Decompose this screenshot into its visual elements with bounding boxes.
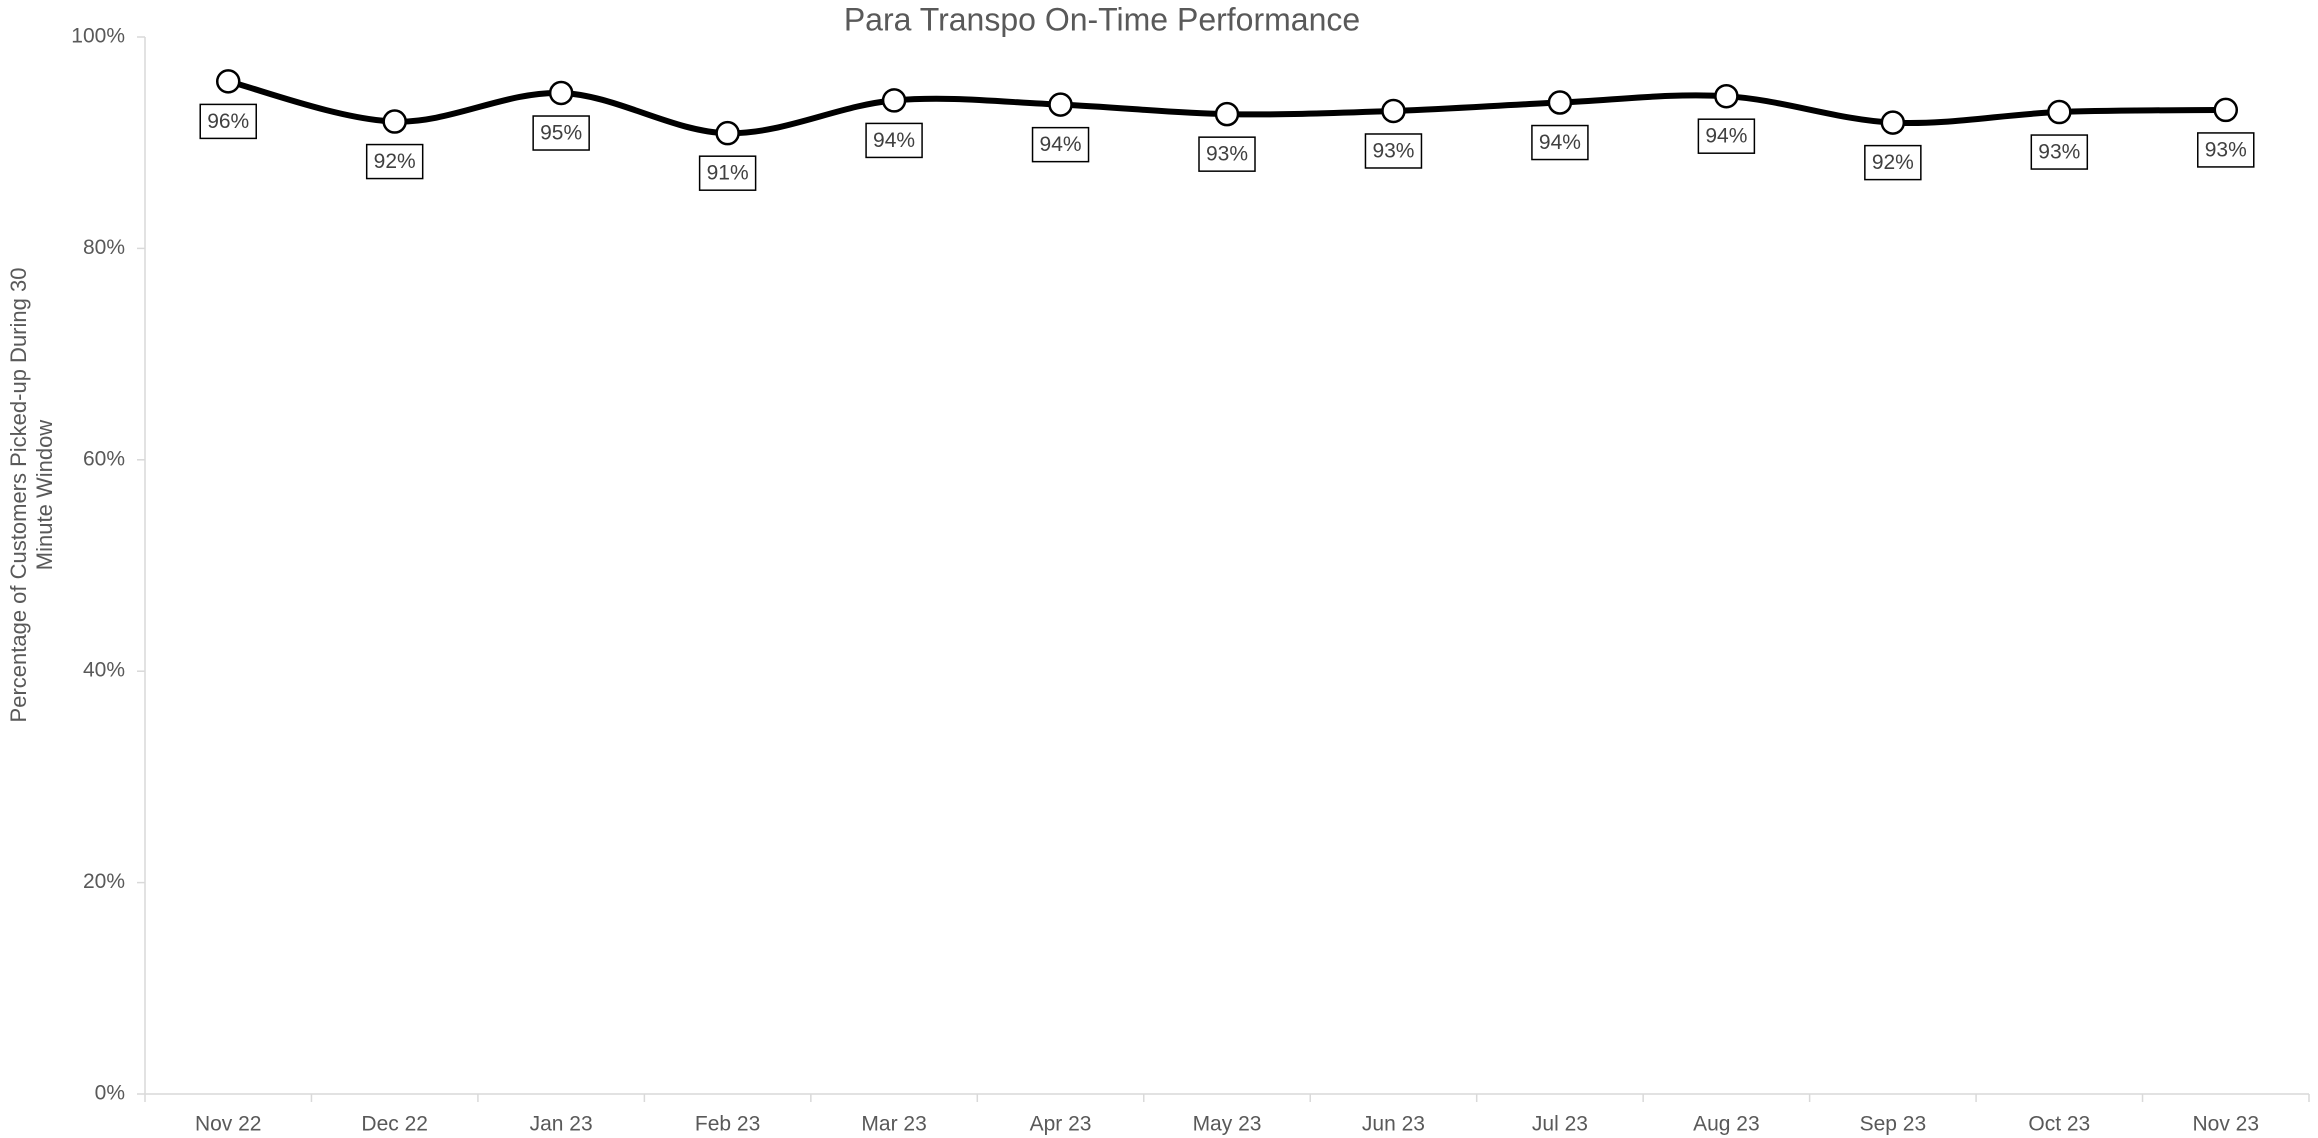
y-tick-label: 60%: [83, 447, 125, 470]
marker: [881, 88, 907, 113]
marker: [548, 80, 574, 106]
data-label-box: [1364, 133, 1423, 169]
x-tick-label: Jul 23: [1532, 1113, 1588, 1136]
x-tick-label: Nov 23: [2192, 1113, 2259, 1136]
y-tick-label: 40%: [83, 659, 125, 682]
data-label-box: [865, 122, 923, 159]
marker: [382, 109, 407, 134]
x-tick-label: Oct 23: [2028, 1113, 2090, 1136]
data-label-box: [1864, 144, 1922, 181]
data-label-box: [199, 103, 257, 140]
data-label: 94%: [1705, 125, 1747, 148]
x-tick-label: Apr 23: [1030, 1113, 1092, 1136]
data-label-box: [1697, 118, 1756, 154]
y-axis-label: Percentage of Customers Picked-up During…: [6, 267, 57, 723]
marker: [215, 69, 241, 94]
data-label: 93%: [2038, 141, 2080, 164]
data-label: 91%: [707, 162, 749, 185]
marker: [2213, 97, 2239, 123]
x-tick-label: May 23: [1193, 1113, 1262, 1136]
data-label-box: [532, 115, 590, 151]
data-label-box: [698, 155, 757, 191]
data-label: 95%: [540, 122, 582, 145]
marker: [1381, 98, 1406, 124]
marker: [1714, 83, 1739, 109]
y-tick-label: 0%: [95, 1082, 125, 1105]
data-label: 94%: [1040, 133, 1082, 156]
marker: [1880, 110, 1906, 135]
data-label: 92%: [1872, 151, 1914, 174]
marker: [1214, 101, 1240, 127]
x-tick-label: Dec 22: [361, 1113, 428, 1136]
data-label: 92%: [374, 150, 416, 173]
y-tick-label: 20%: [83, 870, 125, 893]
data-label: 94%: [1539, 131, 1581, 154]
y-tick-label: 80%: [83, 236, 125, 259]
data-label-box: [2197, 132, 2255, 168]
data-label-box: [1198, 136, 1256, 172]
x-tick-label: Nov 22: [195, 1113, 262, 1136]
data-label-box: [365, 143, 424, 180]
data-label-box: [1031, 126, 1090, 163]
x-tick-label: Sep 23: [1860, 1113, 1927, 1136]
x-tick-label: Aug 23: [1693, 1113, 1760, 1136]
x-tick-label: Feb 23: [695, 1113, 760, 1136]
marker: [1048, 92, 1073, 117]
data-label: 93%: [2205, 138, 2247, 161]
marker: [1547, 90, 1573, 115]
x-tick-label: Mar 23: [861, 1113, 926, 1136]
y-tick-label: 100%: [71, 25, 125, 48]
data-label-box: [1531, 124, 1589, 161]
data-label: 93%: [1206, 143, 1248, 166]
data-label: 93%: [1372, 140, 1414, 163]
marker: [715, 120, 740, 146]
data-label: 94%: [873, 129, 915, 152]
x-tick-label: Jan 23: [530, 1113, 593, 1136]
chart-title: Para Transpo On-Time Performance: [844, 1, 1360, 37]
data-label: 96%: [207, 110, 249, 133]
data-label-box: [2030, 134, 2089, 170]
marker: [2047, 99, 2072, 125]
x-tick-label: Jun 23: [1362, 1113, 1425, 1136]
